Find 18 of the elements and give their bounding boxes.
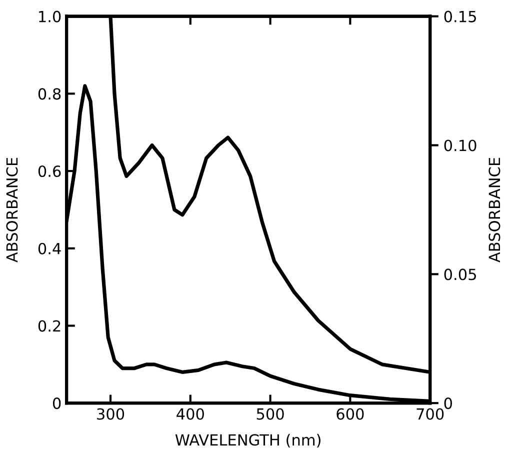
y2-tick-label: 0.05 bbox=[444, 268, 476, 280]
y-tick-label: 1.0 bbox=[39, 10, 61, 22]
x-axis-title: WAVELENGTH (nm) bbox=[175, 434, 320, 448]
x-tick-label: 300 bbox=[97, 408, 124, 420]
x-tick-label: 700 bbox=[416, 408, 444, 420]
y2-tick-label: 0.15 bbox=[444, 10, 476, 22]
x-tick-label: 500 bbox=[256, 408, 284, 420]
y-tick-label: 0.8 bbox=[38, 88, 61, 100]
y2-tick-label: 0 bbox=[444, 398, 452, 410]
y-tick-label: 0.4 bbox=[38, 242, 61, 254]
x-tick-label: 600 bbox=[336, 408, 364, 420]
y2-tick-label: 0.10 bbox=[444, 140, 476, 152]
y2-axis-title: ABSORBANCE bbox=[488, 158, 500, 262]
y-tick-label: 0 bbox=[52, 398, 61, 410]
y-tick-label: 0.2 bbox=[38, 320, 60, 332]
y-axis-title: ABSORBANCE bbox=[6, 158, 18, 262]
y-tick-label: 0.6 bbox=[38, 165, 61, 178]
x-tick-label: 400 bbox=[176, 408, 204, 420]
